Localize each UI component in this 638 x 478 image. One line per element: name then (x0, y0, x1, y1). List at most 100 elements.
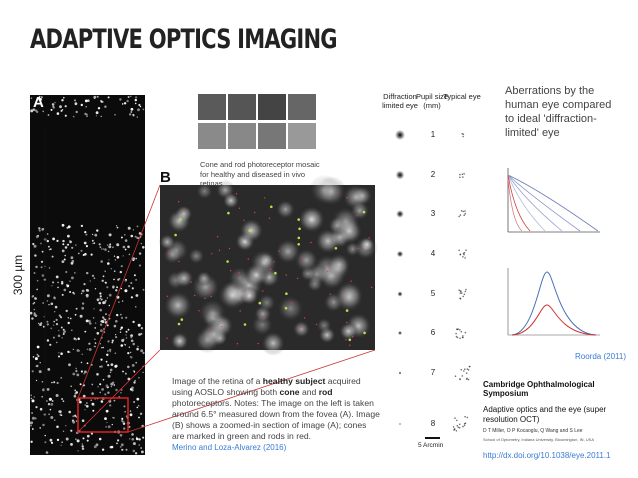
photoreceptor (140, 349, 144, 353)
photoreceptor (33, 308, 36, 311)
photoreceptor (48, 304, 50, 306)
photoreceptor (62, 333, 65, 335)
cone-blob (314, 227, 342, 255)
typical-psf (454, 375, 457, 378)
photoreceptor (42, 423, 45, 427)
photoreceptor (86, 434, 90, 438)
photoreceptor (113, 324, 117, 328)
photoreceptor (63, 288, 67, 292)
pupil-size: 5 (430, 289, 436, 298)
rod-marker (236, 343, 239, 345)
photoreceptor (111, 341, 114, 344)
photoreceptor (42, 325, 45, 328)
cone-marker (334, 247, 338, 250)
photoreceptor (110, 445, 114, 449)
photoreceptor (114, 352, 117, 355)
photoreceptor (91, 383, 94, 386)
photoreceptor (62, 400, 65, 403)
photoreceptor (91, 274, 95, 277)
rod-marker (257, 342, 259, 345)
photoreceptor (131, 433, 134, 436)
photoreceptor (110, 268, 113, 270)
photoreceptor (138, 416, 140, 419)
photoreceptor (129, 351, 132, 354)
typical-psf (462, 335, 464, 337)
photoreceptor (74, 389, 77, 392)
photoreceptor (96, 95, 99, 98)
photoreceptor (75, 367, 78, 370)
photoreceptor (115, 289, 118, 292)
photoreceptor (32, 302, 35, 305)
photoreceptor (70, 256, 74, 260)
photoreceptor (93, 445, 97, 449)
photoreceptor (46, 239, 49, 243)
cone-marker (226, 260, 229, 263)
photoreceptor (71, 276, 74, 280)
photoreceptor (48, 245, 50, 248)
photoreceptor (53, 419, 56, 422)
photoreceptor (135, 257, 137, 260)
photoreceptor (120, 313, 122, 316)
photoreceptor (35, 379, 38, 382)
photoreceptor (48, 267, 51, 269)
photoreceptor (57, 281, 59, 284)
photoreceptor (67, 234, 70, 238)
photoreceptor (108, 348, 112, 352)
photoreceptor (127, 352, 130, 355)
cone-blob (173, 268, 195, 289)
mtf-chart (507, 168, 600, 233)
photoreceptor (117, 278, 120, 281)
photoreceptor (72, 420, 75, 424)
doi-link[interactable]: http://dx.doi.org/10.1038/eye.2011.1 (483, 451, 611, 460)
typical-psf (467, 369, 470, 371)
photoreceptor (105, 384, 109, 388)
photoreceptor (130, 339, 134, 343)
rod-marker (315, 323, 318, 326)
cone-blob (195, 182, 214, 201)
photoreceptor (120, 344, 124, 347)
photoreceptor (49, 408, 52, 411)
photoreceptor (35, 406, 38, 409)
photoreceptor (84, 404, 87, 406)
typical-psf (458, 423, 461, 426)
photoreceptor (37, 234, 39, 237)
photoreceptor (130, 107, 134, 111)
photoreceptor (80, 224, 84, 228)
rod-marker (184, 210, 187, 212)
photoreceptor (131, 287, 134, 290)
typical-psf (464, 290, 467, 293)
photoreceptor (68, 363, 71, 367)
photoreceptor (125, 415, 128, 418)
photoreceptor (104, 248, 107, 251)
photoreceptor (142, 108, 145, 111)
photoreceptor (116, 255, 120, 259)
photoreceptor (81, 419, 85, 423)
photoreceptor (80, 249, 83, 252)
typical-psf (464, 368, 466, 371)
photoreceptor (98, 301, 101, 305)
photoreceptor (99, 383, 102, 386)
photoreceptor (86, 115, 88, 118)
photoreceptor (107, 391, 110, 394)
photoreceptor (105, 360, 108, 363)
photoreceptor (132, 449, 136, 453)
photoreceptor (42, 388, 45, 392)
photoreceptor (48, 248, 51, 251)
rod-marker (346, 197, 348, 199)
photoreceptor (58, 330, 60, 332)
photoreceptor (107, 350, 109, 352)
photoreceptor (130, 356, 133, 359)
photoreceptor (31, 412, 34, 414)
photoreceptor (100, 400, 104, 403)
photoreceptor (119, 446, 122, 448)
typical-psf (463, 253, 465, 256)
cone-blob (187, 247, 206, 265)
typical-psf (452, 426, 455, 428)
column-header: Typical eye (443, 92, 481, 101)
cone-marker (298, 227, 301, 231)
panel-label: B (160, 169, 171, 186)
photoreceptor (38, 98, 42, 101)
photoreceptor (74, 414, 77, 417)
photoreceptor (113, 255, 116, 257)
typical-psf (459, 337, 461, 340)
